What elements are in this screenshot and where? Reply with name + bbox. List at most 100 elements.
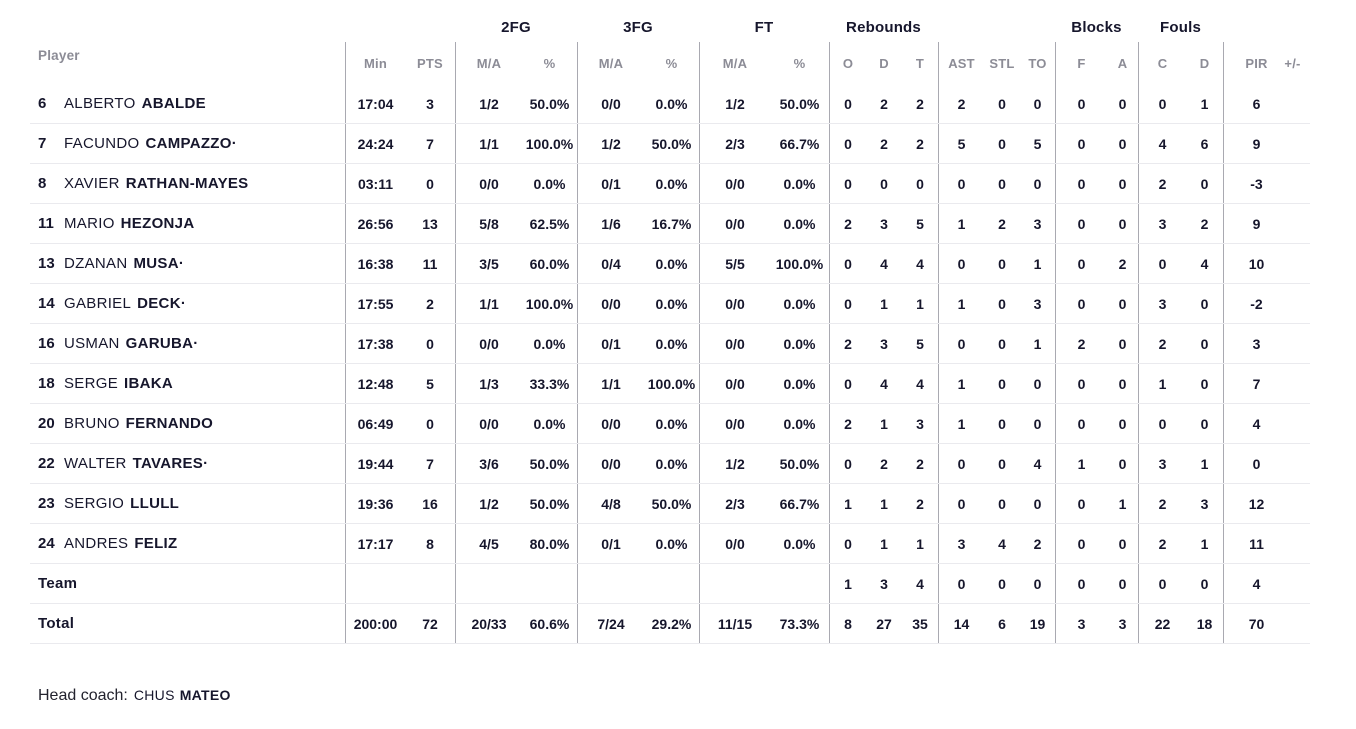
blocks-against-cell: 0 — [1118, 295, 1127, 312]
pir-cell: 4 — [1223, 564, 1275, 603]
table-row: 24 ANDRES FELIZ 17:17 8 4/5 80.0% 0/1 0.0%… — [30, 524, 1310, 564]
steals-cell: 0 — [998, 375, 1006, 392]
player-number: 16 — [38, 335, 55, 352]
col-header-blocks-for: F — [1055, 42, 1107, 84]
assists-cell: 1 — [938, 204, 984, 243]
player-number: 11 — [38, 215, 54, 232]
plus-minus-cell — [1275, 204, 1310, 243]
table-row: 18 SERGE IBAKA 12:48 5 1/3 33.3% 1/1 100.0… — [30, 364, 1310, 404]
2fg-pct-cell: 80.0% — [529, 535, 570, 552]
rebounds-total-cell: 2 — [916, 495, 924, 512]
player-first-name: SERGE — [64, 375, 119, 392]
player-cell: 24 ANDRES FELIZ — [30, 524, 345, 563]
blocks-for-cell: 0 — [1055, 564, 1107, 603]
rebounds-def-cell: 2 — [880, 455, 888, 472]
rebounds-def-cell: 4 — [880, 255, 888, 272]
assists-cell: 1 — [938, 404, 984, 443]
rebounds-off-cell: 0 — [829, 124, 866, 163]
3fg-made-attempted-cell: 0/0 — [577, 404, 644, 443]
player-number: 20 — [38, 415, 55, 432]
rebounds-def-cell: 2 — [880, 95, 888, 112]
turnovers-cell: 0 — [1033, 95, 1042, 112]
blocks-against-cell: 0 — [1118, 335, 1127, 352]
col-header-turnovers: TO — [1028, 55, 1047, 71]
rebounds-off-cell: 0 — [829, 164, 866, 203]
3fg-pct-cell: 0.0% — [655, 415, 688, 432]
2fg-pct-cell — [522, 564, 577, 603]
rebounds-total-cell: 4 — [916, 255, 924, 272]
player-cell: 11 MARIO HEZONJA — [30, 204, 345, 243]
ft-pct-cell: 66.7% — [779, 495, 820, 512]
3fg-made-attempted-cell: 4/8 — [577, 484, 644, 523]
ft-pct-cell: 0.0% — [783, 215, 816, 232]
points-cell: 0 — [426, 415, 434, 432]
pir-cell: 9 — [1223, 204, 1275, 243]
head-coach-label: Head coach: — [38, 687, 128, 704]
table-row: 6 ALBERTO ABALDE 17:04 3 1/2 50.0% 0/0 0.0… — [30, 84, 1310, 124]
3fg-pct-cell: 16.7% — [651, 215, 692, 232]
points-cell: 13 — [422, 215, 438, 232]
player-cell: 7 FACUNDO CAMPAZZO· — [30, 124, 345, 163]
player-last-name: Total — [38, 615, 75, 632]
turnovers-cell: 1 — [1033, 255, 1042, 272]
blocks-against-cell: 1 — [1118, 495, 1127, 512]
table-row: 13 DZANAN MUSA· 16:38 11 3/5 60.0% 0/4 0.0… — [30, 244, 1310, 284]
fouls-drawn-cell: 2 — [1200, 215, 1209, 232]
pir-cell: 0 — [1223, 444, 1275, 483]
player-last-name: TAVARES· — [132, 455, 209, 472]
col-header-reb-def: D — [879, 55, 889, 71]
3fg-pct-cell: 0.0% — [655, 175, 688, 192]
3fg-pct-cell: 0.0% — [655, 455, 688, 472]
pir-cell: 9 — [1223, 124, 1275, 163]
player-last-name: DECK· — [137, 295, 187, 312]
turnovers-cell: 2 — [1033, 535, 1042, 552]
turnovers-cell: 0 — [1033, 415, 1042, 432]
head-coach-line: Head coach: CHUS MATEO — [38, 687, 231, 705]
minutes-cell: 26:56 — [345, 204, 405, 243]
rebounds-off-cell: 1 — [829, 564, 866, 603]
blocks-against-cell: 0 — [1118, 375, 1127, 392]
fouls-committed-cell: 0 — [1138, 84, 1186, 123]
player-number: 8 — [38, 175, 47, 192]
rebounds-total-cell: 2 — [916, 135, 924, 152]
ft-made-attempted-cell: 0/0 — [699, 284, 770, 323]
player-cell: 22 WALTER TAVARES· — [30, 444, 345, 483]
2fg-made-attempted-cell: 4/5 — [455, 524, 522, 563]
player-number: 24 — [38, 535, 55, 552]
turnovers-cell: 0 — [1033, 175, 1042, 192]
pir-cell: 6 — [1223, 84, 1275, 123]
fouls-drawn-cell: 4 — [1200, 255, 1209, 272]
blocks-against-cell: 0 — [1118, 135, 1127, 152]
table-row: 22 WALTER TAVARES· 19:44 7 3/6 50.0% 0/0 0… — [30, 444, 1310, 484]
assists-cell: 0 — [938, 244, 984, 283]
plus-minus-cell — [1275, 164, 1310, 203]
ft-made-attempted-cell: 0/0 — [699, 204, 770, 243]
minutes-cell: 19:36 — [345, 484, 405, 523]
col-header-2fg-ma: M/A — [455, 42, 522, 84]
assists-cell: 2 — [938, 84, 984, 123]
blocks-against-cell: 0 — [1118, 535, 1127, 552]
steals-cell: 0 — [998, 455, 1006, 472]
group-header-blocks: Blocks — [1071, 18, 1122, 36]
player-first-name: SERGIO — [64, 495, 125, 512]
player-last-name: RATHAN-MAYES — [125, 175, 249, 192]
steals-cell: 0 — [998, 335, 1006, 352]
points-cell: 16 — [422, 495, 438, 512]
3fg-made-attempted-cell: 0/0 — [577, 444, 644, 483]
blocks-against-cell: 0 — [1118, 575, 1127, 592]
3fg-made-attempted-cell: 7/24 — [577, 604, 644, 643]
fouls-drawn-cell: 0 — [1200, 175, 1209, 192]
steals-cell: 0 — [998, 415, 1006, 432]
plus-minus-cell — [1275, 484, 1310, 523]
blocks-against-cell: 0 — [1118, 415, 1127, 432]
player-number: 22 — [38, 455, 55, 472]
points-cell: 2 — [426, 295, 434, 312]
steals-cell: 0 — [998, 495, 1006, 512]
player-first-name: XAVIER — [64, 175, 120, 192]
ft-pct-cell — [770, 564, 829, 603]
player-first-name: GABRIEL — [64, 295, 132, 312]
rebounds-total-cell: 3 — [916, 415, 924, 432]
col-header-plus-minus: +/- — [1284, 55, 1301, 71]
steals-cell: 2 — [998, 215, 1006, 232]
table-row: Team 1 3 4 0 0 0 0 0 0 0 4 — [30, 564, 1310, 604]
